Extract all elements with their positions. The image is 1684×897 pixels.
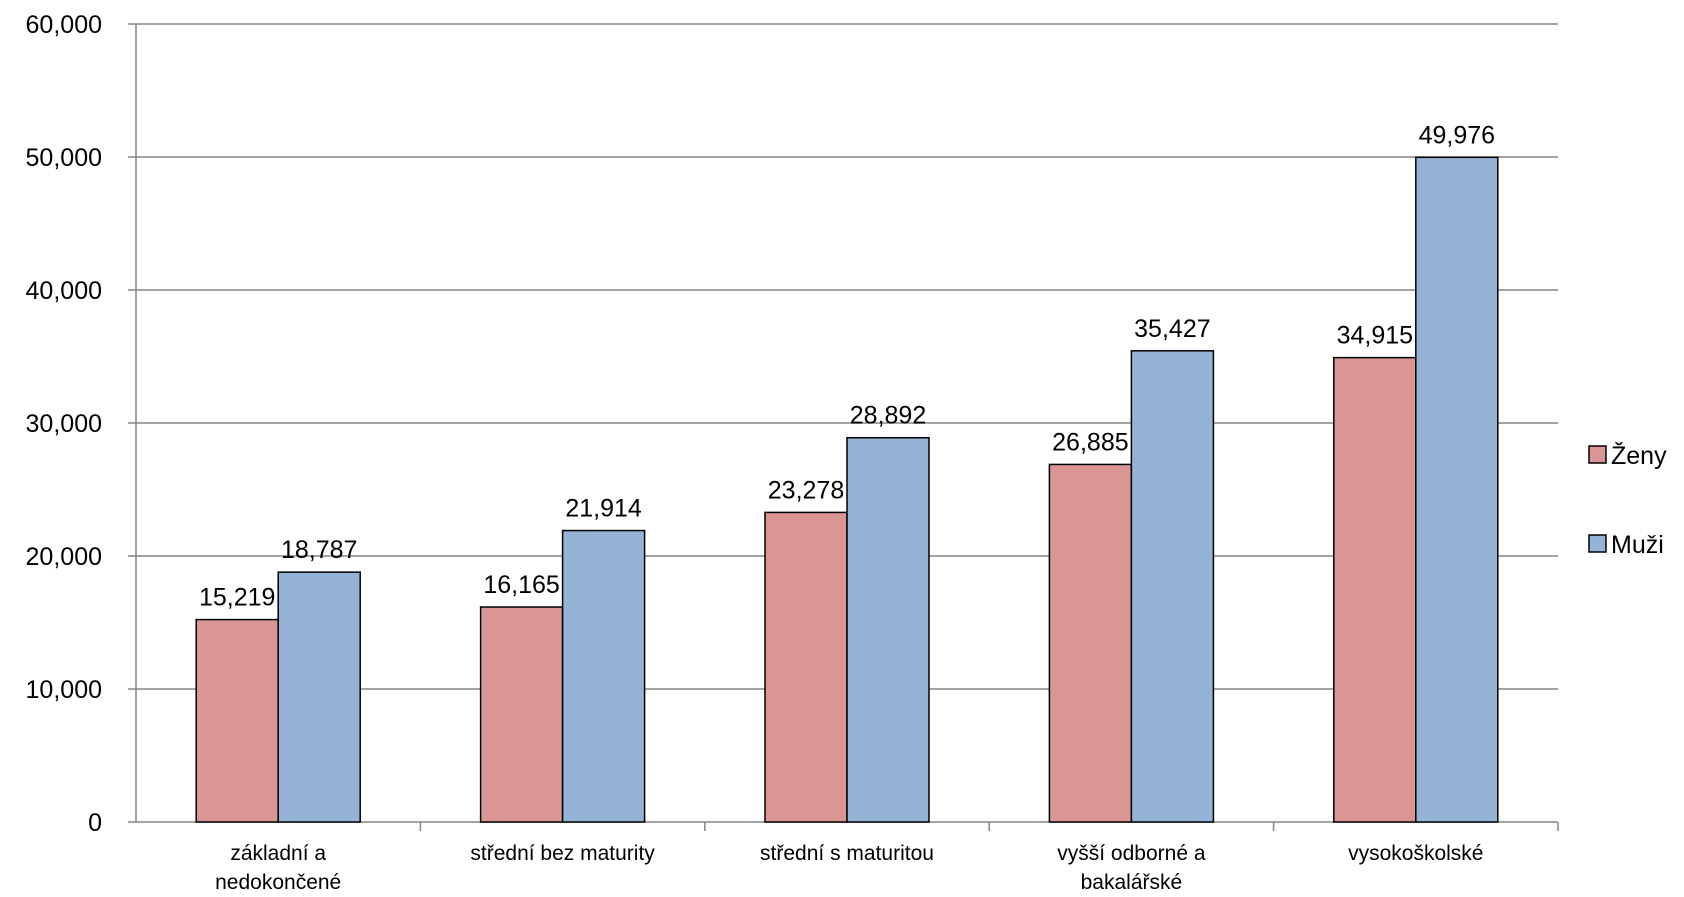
x-category-label: střední s maturitou [760, 842, 934, 865]
gridlines [136, 23, 1558, 690]
legend-label: Muži [1611, 531, 1664, 559]
data-label: 28,892 [850, 402, 926, 430]
data-label: 21,914 [565, 495, 642, 523]
x-axis-labels: základní a nedokončené střední bez maturit… [215, 842, 1483, 894]
bar-zeny [764, 511, 848, 823]
bar-muzi [561, 529, 646, 823]
bar-zeny [1048, 463, 1133, 823]
bar-zeny [1333, 356, 1417, 823]
x-category-label: základní a [230, 842, 326, 865]
bars [195, 156, 1499, 823]
data-label: 26,885 [1052, 428, 1128, 456]
legend: Ženy Muži [1588, 441, 1667, 559]
data-label: 15,219 [199, 584, 275, 612]
data-label: 34,915 [1337, 322, 1413, 350]
y-tick-label: 60,000 [26, 11, 102, 39]
y-tick-label: 40,000 [26, 277, 102, 305]
data-label: 18,787 [281, 536, 357, 564]
x-category-label: nedokončené [215, 871, 341, 894]
legend-swatch [1588, 445, 1607, 464]
y-tick-label: 30,000 [26, 410, 102, 438]
x-category-label: bakalářské [1081, 871, 1183, 894]
x-category-label: vyšší odborné a [1057, 842, 1206, 865]
y-tick-label: 0 [88, 809, 102, 837]
x-category-label: vysokoškolské [1348, 842, 1483, 865]
bar-muzi [277, 571, 361, 823]
data-label: 35,427 [1134, 315, 1210, 343]
y-axis-ticks: 0 10,000 20,000 30,000 40,000 50,000 60,000 [26, 11, 136, 837]
y-tick-label: 20,000 [26, 543, 102, 571]
bar-zeny [195, 618, 279, 823]
bar-muzi [846, 436, 930, 823]
x-category-label: střední bez maturity [470, 842, 655, 865]
data-label: 49,976 [1419, 121, 1495, 149]
data-label: 16,165 [483, 571, 559, 599]
y-tick-label: 50,000 [26, 144, 102, 172]
legend-swatch [1588, 534, 1607, 553]
data-label: 23,278 [768, 476, 844, 504]
bar-muzi [1415, 156, 1499, 823]
legend-label: Ženy [1611, 441, 1667, 470]
y-tick-label: 10,000 [26, 676, 102, 704]
bar-zeny [479, 606, 564, 823]
bar-muzi [1130, 350, 1215, 823]
